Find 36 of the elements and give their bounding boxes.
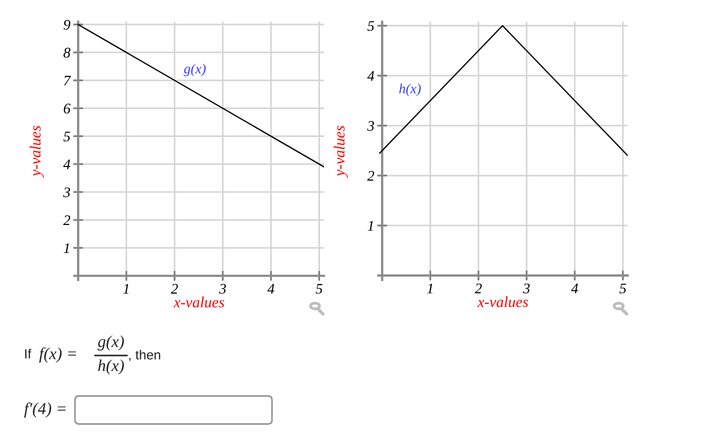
- y-tick-label: 3: [367, 121, 374, 131]
- x-tick-label: 5: [316, 284, 322, 294]
- text: g(x): [98, 335, 124, 351]
- y-axis-title: y-values: [334, 126, 348, 178]
- y-axis-title: y-values: [30, 126, 44, 178]
- x-tick-label: 4: [571, 284, 578, 294]
- x-tick-label: 2: [474, 284, 482, 294]
- text: h(x): [98, 359, 124, 375]
- text: , then: [129, 350, 160, 362]
- y-tick-label: 8: [64, 48, 70, 58]
- x-tick-label: 1: [427, 284, 432, 294]
- y-tick-label: 1: [368, 220, 373, 231]
- x-tick-label: 3: [219, 284, 226, 294]
- annotation: g(x): [184, 64, 206, 76]
- y-tick-label: 5: [63, 132, 70, 142]
- text: f′(4) =: [24, 402, 66, 418]
- y-tick-label: 5: [367, 21, 374, 31]
- annotation: h(x): [399, 84, 421, 96]
- x-axis-title: x-values: [174, 296, 224, 308]
- text: f(x) =: [39, 347, 76, 363]
- x-tick-label: 5: [619, 284, 626, 294]
- y-tick-label: 3: [63, 187, 70, 198]
- y-tick-label: 7: [64, 76, 72, 86]
- y-tick-label: 9: [64, 20, 70, 30]
- y-tick-label: 6: [64, 104, 70, 114]
- x-tick-label: 2: [170, 284, 178, 294]
- y-tick-label: 2: [63, 215, 70, 226]
- y-tick-label: 4: [367, 71, 374, 81]
- x-tick-label: 4: [267, 284, 274, 294]
- y-tick-label: 1: [64, 243, 69, 253]
- x-tick-label: 3: [522, 284, 530, 294]
- y-tick-label: 4: [63, 160, 70, 170]
- y-tick-label: 2: [367, 170, 374, 181]
- x-tick-label: 1: [123, 284, 128, 294]
- x-axis-title: x-values: [477, 296, 528, 308]
- text: If: [25, 348, 32, 358]
